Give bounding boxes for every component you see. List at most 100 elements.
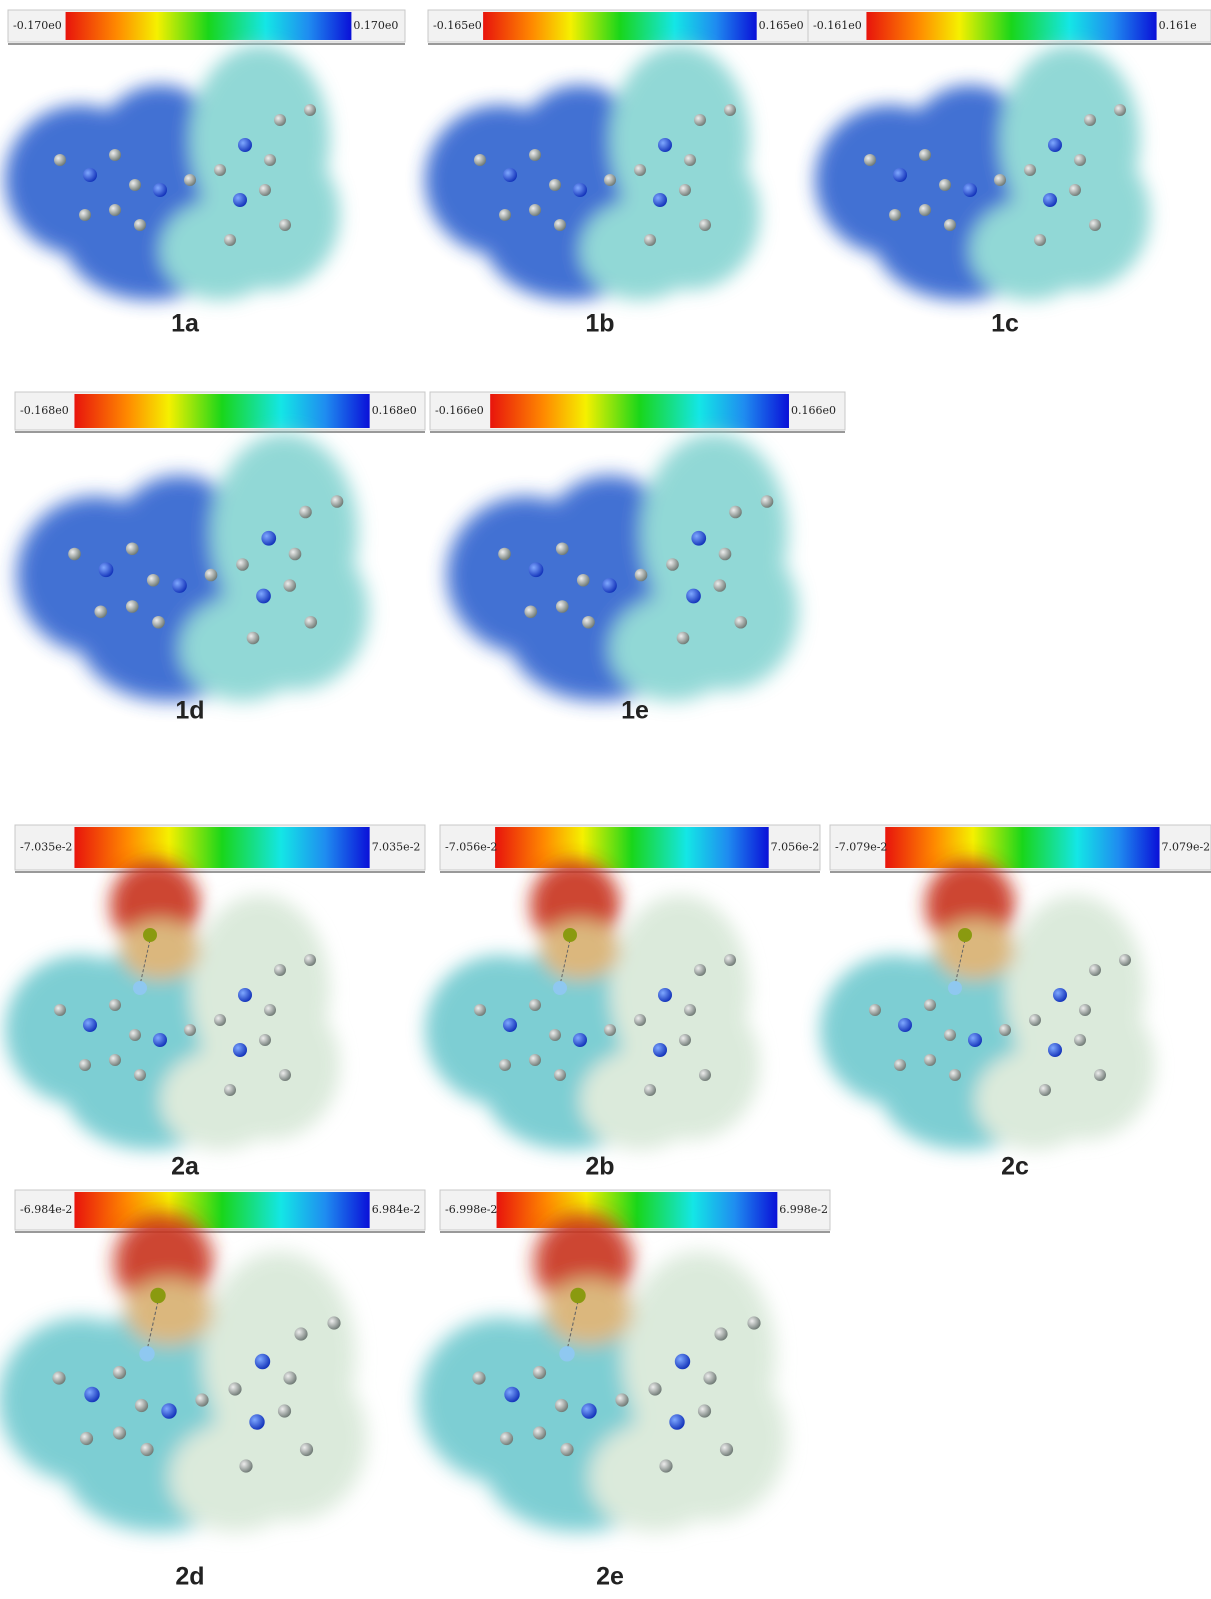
colorbar-max-label: 0.166e0: [791, 404, 836, 417]
colorbar-min-label: -0.166e0: [435, 404, 484, 417]
atom: [68, 548, 81, 561]
atom: [214, 164, 226, 176]
atom: [143, 928, 157, 942]
panel-label: 2a: [171, 1153, 200, 1181]
colorbar-max-label: 7.079e-2: [1161, 841, 1210, 854]
colorbar: [495, 827, 769, 868]
atom: [615, 1393, 628, 1406]
atom: [694, 964, 706, 976]
atom: [949, 1069, 961, 1081]
atom: [703, 1371, 716, 1384]
atom: [1114, 104, 1126, 116]
atom: [94, 605, 107, 618]
molecule-surface: [815, 45, 1150, 300]
atom: [195, 1393, 208, 1406]
atom: [968, 1033, 982, 1047]
page: -0.170e00.170e01a-0.165e00.165e01b-0.161…: [0, 0, 1211, 1599]
atom: [653, 193, 667, 207]
colorbar-max-label: 6.984e-2: [372, 1203, 421, 1216]
atom: [99, 562, 114, 577]
panel-label: 1e: [621, 697, 649, 725]
atom: [503, 1018, 517, 1032]
atom: [304, 104, 316, 116]
atom: [134, 1069, 146, 1081]
atom: [529, 204, 541, 216]
atom: [261, 531, 276, 546]
atom: [228, 1382, 241, 1395]
potential-surface: [820, 860, 1155, 1150]
atom: [533, 1426, 546, 1439]
atom: [264, 154, 276, 166]
atom: [924, 999, 936, 1011]
surface-lobe: [160, 1050, 280, 1150]
atom: [553, 981, 567, 995]
atom: [135, 1399, 148, 1412]
atom: [503, 168, 517, 182]
atom: [894, 1059, 906, 1071]
surface-lobe: [589, 1422, 721, 1532]
atom: [939, 179, 951, 191]
colorbar-max-label: 0.161e: [1159, 19, 1197, 32]
colorbar-min-label: -7.035e-2: [20, 841, 72, 854]
atom: [729, 506, 742, 519]
atom: [573, 183, 587, 197]
atom: [658, 988, 672, 1002]
atom: [233, 1043, 247, 1057]
surface-lobe: [169, 1422, 301, 1532]
molecule-surface: [17, 433, 369, 701]
atom: [134, 219, 146, 231]
atom: [83, 1018, 97, 1032]
atom: [963, 183, 977, 197]
panel-label: 2d: [175, 1563, 204, 1591]
atom: [259, 1034, 271, 1046]
atom: [153, 1033, 167, 1047]
atom: [500, 1432, 513, 1445]
atom: [694, 114, 706, 126]
atom: [948, 981, 962, 995]
atom: [300, 1443, 313, 1456]
atom: [529, 149, 541, 161]
atom: [1074, 1034, 1086, 1046]
potential-surface: [815, 45, 1150, 300]
colorbar: [66, 12, 352, 40]
colorbar-max-label: 6.998e-2: [779, 1203, 828, 1216]
atom: [474, 154, 486, 166]
atom: [1084, 114, 1096, 126]
colorbar: [74, 394, 369, 428]
atom: [255, 1354, 270, 1369]
atom: [549, 1029, 561, 1041]
atom: [529, 999, 541, 1011]
atom: [529, 562, 544, 577]
surface-lobe: [125, 1279, 213, 1345]
potential-surface: [447, 433, 799, 701]
atom: [658, 138, 672, 152]
atom: [581, 1403, 596, 1418]
atom: [556, 600, 569, 613]
panel-label: 2e: [596, 1563, 624, 1591]
atom: [720, 1443, 733, 1456]
atom: [152, 616, 165, 629]
atom: [524, 605, 537, 618]
atom: [504, 1387, 519, 1402]
atom: [113, 1426, 126, 1439]
atom: [724, 104, 736, 116]
atom: [1074, 154, 1086, 166]
panel-label: 1d: [175, 697, 204, 725]
atom: [1024, 164, 1036, 176]
atom: [289, 548, 302, 561]
atom: [184, 1024, 196, 1036]
atom: [734, 616, 747, 629]
colorbar: [74, 1192, 369, 1228]
colorbar: [483, 12, 757, 40]
atom: [172, 578, 187, 593]
atom: [1029, 1014, 1041, 1026]
surface-lobe: [970, 200, 1090, 300]
potential-surface: [0, 1213, 367, 1532]
atom: [919, 149, 931, 161]
atom: [264, 1004, 276, 1016]
atom: [554, 1069, 566, 1081]
atom: [233, 193, 247, 207]
atom: [80, 1432, 93, 1445]
atom: [1079, 1004, 1091, 1016]
